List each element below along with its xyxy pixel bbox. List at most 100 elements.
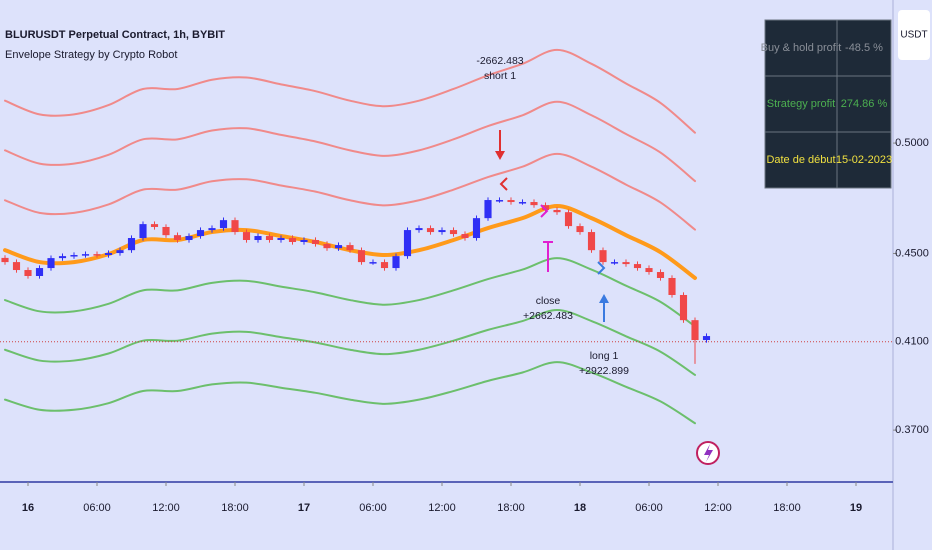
candle-body — [656, 272, 665, 278]
candle-body — [518, 202, 527, 204]
candle-body — [564, 212, 573, 227]
candle-body — [403, 230, 412, 257]
short-arrow-head — [495, 151, 505, 160]
candle-body — [139, 224, 147, 239]
logo — [696, 441, 720, 465]
candle-body — [173, 235, 182, 241]
trade-annotation: close — [536, 295, 561, 307]
candle-body — [127, 238, 136, 251]
candle-body — [323, 243, 331, 249]
candle-body — [415, 228, 423, 231]
candle-body — [610, 262, 619, 264]
candle-body — [357, 250, 366, 263]
candle-body — [426, 228, 435, 233]
x-tick-label: 18:00 — [221, 502, 249, 514]
candle-body — [162, 226, 170, 236]
trade-annotation: -2662.483 — [476, 55, 523, 67]
currency-label[interactable]: USDT — [900, 30, 927, 41]
candle-body — [599, 250, 607, 263]
candle-body — [702, 336, 711, 341]
table-cell: 274.86 % — [841, 98, 888, 110]
x-tick-label: 06:00 — [83, 502, 111, 514]
candle-body — [254, 236, 262, 241]
trade-annotation: +2922.899 — [579, 365, 629, 377]
candle-body — [449, 230, 458, 235]
envelope-line — [4, 48, 697, 134]
candle-body — [93, 254, 101, 256]
candle-body — [472, 218, 481, 239]
table-bg — [765, 20, 891, 188]
candle-body — [553, 209, 561, 213]
candle-body — [461, 234, 469, 239]
close-entry-marker — [540, 204, 549, 218]
x-tick-label: 18:00 — [497, 502, 525, 514]
envelope-line — [4, 100, 697, 183]
y-tick-label: 0.5000 — [895, 137, 929, 149]
short-entry-marker — [499, 177, 508, 191]
candle-body — [288, 238, 297, 242]
candle-body — [369, 262, 377, 264]
x-tick-label: 17 — [298, 502, 310, 514]
candle-body — [392, 256, 400, 269]
candle-body — [219, 220, 228, 229]
candle-body — [691, 320, 699, 341]
y-tick-label: 0.4500 — [895, 247, 929, 259]
candle-body — [530, 202, 538, 206]
candle-body — [81, 254, 90, 256]
table-border — [764, 19, 892, 189]
candle-body — [104, 253, 113, 256]
candle-body — [277, 238, 285, 241]
table-cell: Strategy profit — [767, 98, 835, 110]
chart-title: BLURUSDT Perpetual Contract, 1h, BYBIT — [5, 29, 225, 41]
x-tick-label: 12:00 — [152, 502, 180, 514]
candle-layer — [1, 197, 711, 364]
trade-markers — [495, 130, 609, 322]
candle-body — [196, 230, 205, 237]
envelope-line — [4, 361, 697, 425]
table-cell: -48.5 % — [845, 42, 883, 54]
x-tick-label: 18 — [574, 502, 586, 514]
long-entry-marker — [597, 261, 606, 275]
x-tick-label: 16 — [22, 502, 34, 514]
candle-body — [265, 236, 274, 241]
candle-body — [668, 277, 676, 295]
trade-annotation: long 1 — [590, 350, 619, 362]
candle-body — [507, 200, 515, 203]
candle-body — [185, 236, 193, 241]
candle-body — [208, 228, 216, 231]
candle-body — [150, 224, 159, 227]
candle-body — [334, 245, 343, 249]
candle-body — [35, 268, 44, 276]
envelope-line — [4, 257, 697, 328]
chart-subtitle: Envelope Strategy by Crypto Robot — [5, 49, 177, 61]
x-tick-label: 19 — [850, 502, 862, 514]
candle-body — [12, 262, 21, 271]
envelope-line — [4, 308, 697, 376]
x-tick-label: 12:00 — [428, 502, 456, 514]
candle-body — [311, 240, 320, 244]
x-tick-label: 12:00 — [704, 502, 732, 514]
x-tick-label: 06:00 — [359, 502, 387, 514]
candle-body — [1, 257, 9, 263]
summary-table: Buy & hold profit -48.5 % Strategy profi… — [761, 19, 892, 189]
candle-body — [47, 258, 55, 269]
trade-annotation: short 1 — [484, 70, 516, 82]
currency-box[interactable] — [898, 10, 930, 60]
table-cell: Date de début — [766, 154, 835, 166]
candle-body — [300, 240, 308, 242]
table-cell: Buy & hold profit — [761, 42, 842, 54]
candle-body — [116, 250, 124, 254]
candle-body — [70, 255, 78, 257]
candle-body — [541, 205, 550, 210]
y-tick-label: 0.3700 — [895, 424, 929, 436]
long-arrow-head — [599, 294, 609, 303]
candle-body — [645, 268, 653, 273]
candle-body — [495, 200, 504, 202]
candle-body — [380, 262, 389, 269]
candle-body — [484, 200, 492, 219]
trade-annotation: +2662.483 — [523, 310, 573, 322]
x-tick-label: 06:00 — [635, 502, 663, 514]
candle-body — [633, 264, 642, 269]
candle-body — [346, 245, 354, 251]
